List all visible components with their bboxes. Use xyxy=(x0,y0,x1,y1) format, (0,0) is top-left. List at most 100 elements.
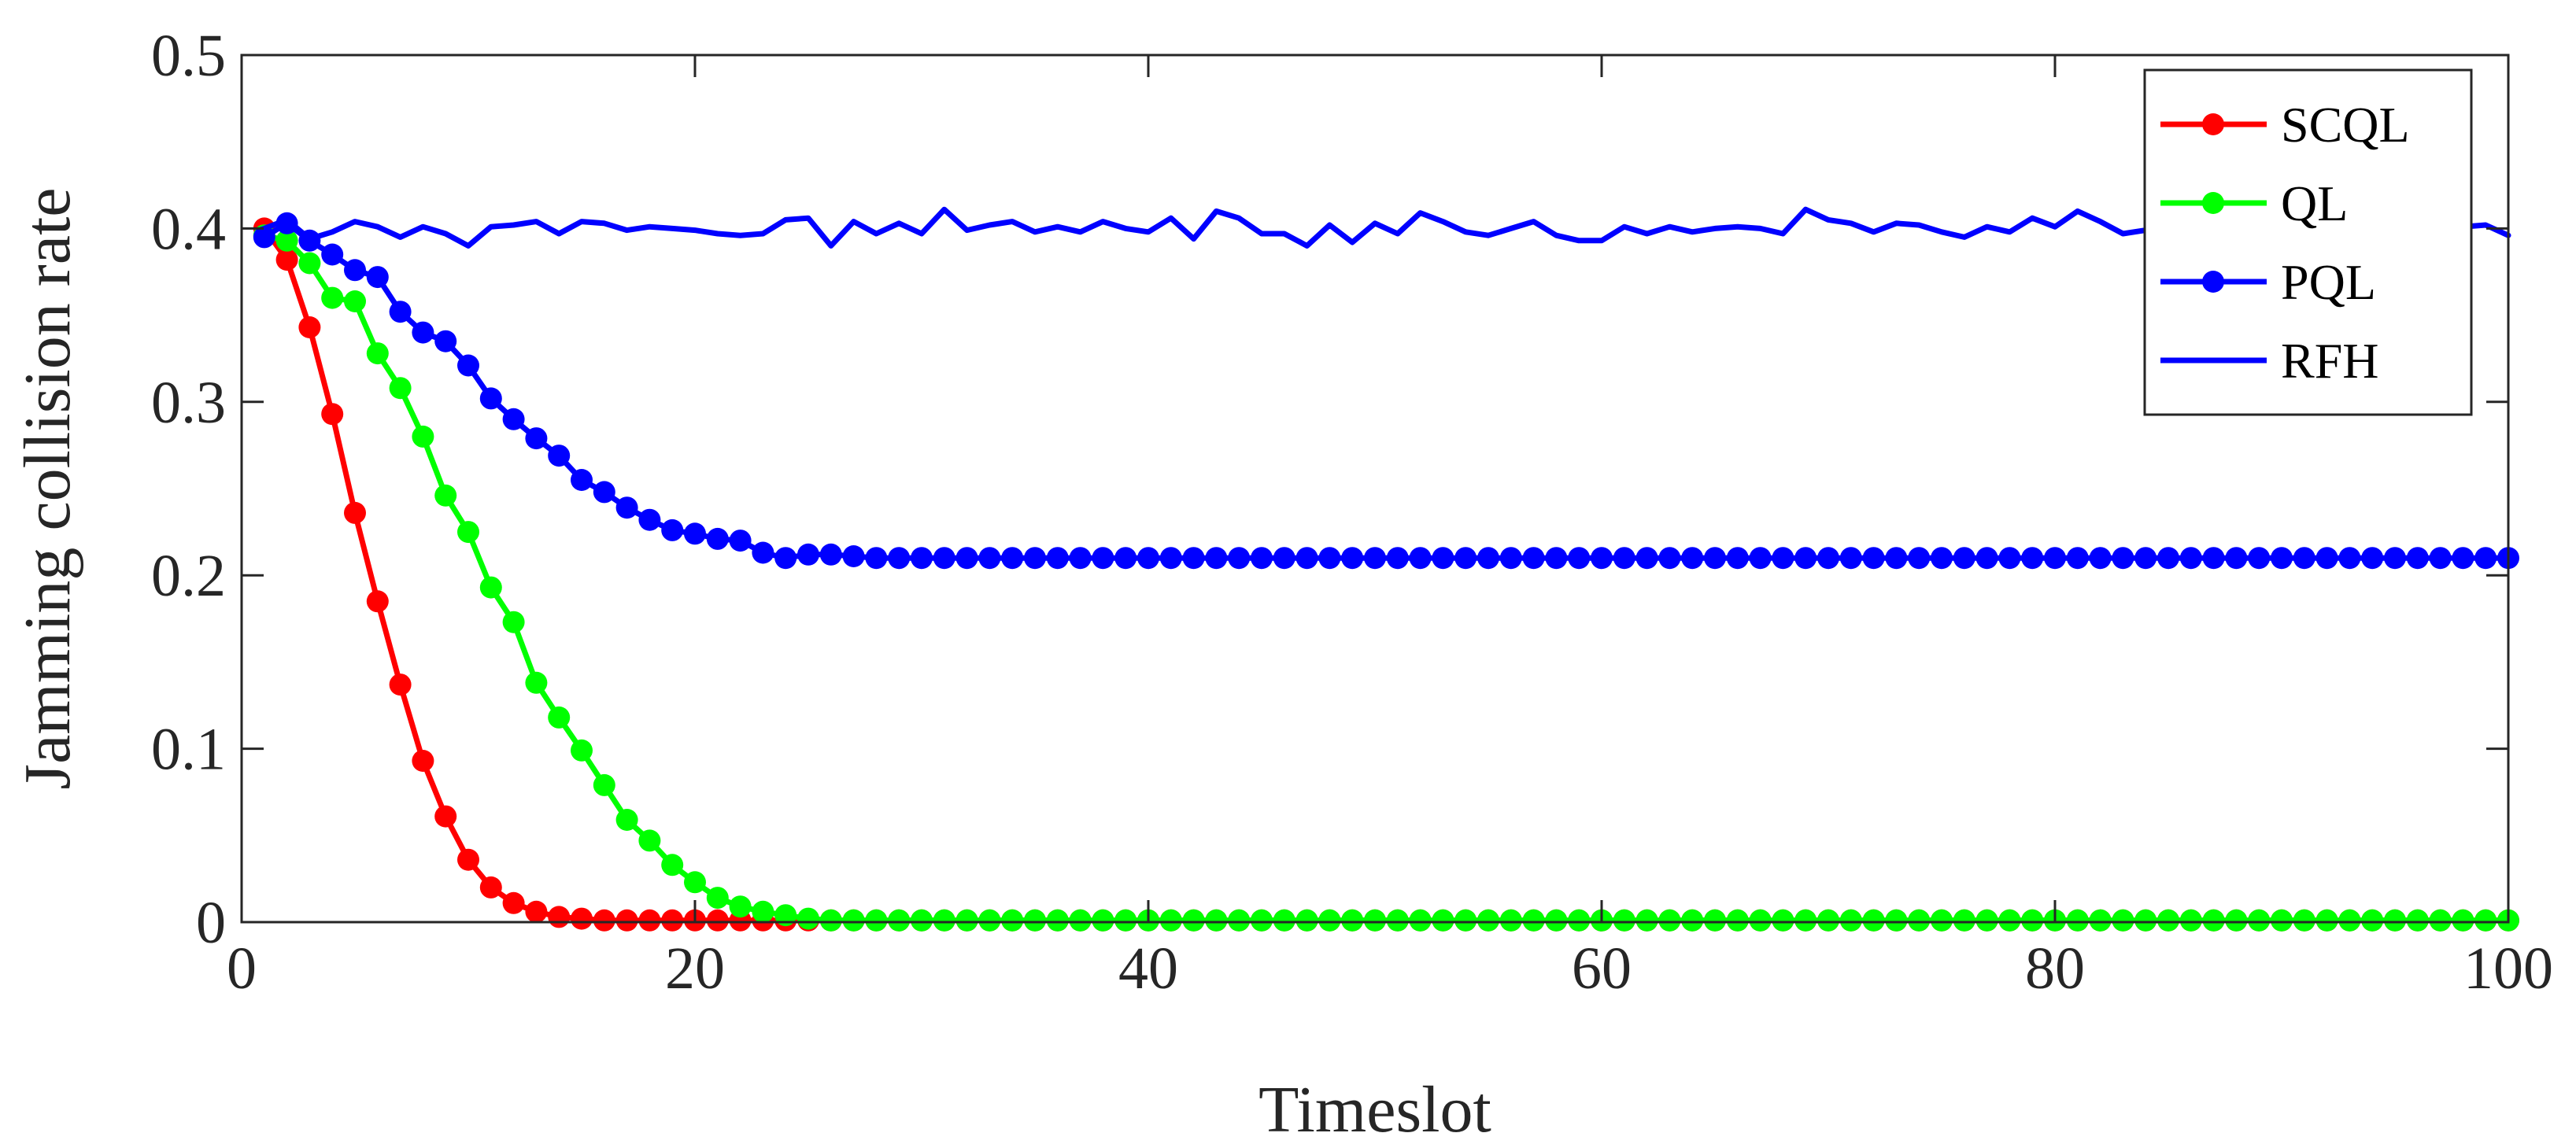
data-point-ql-49 xyxy=(1341,909,1364,932)
data-point-pql-26 xyxy=(819,543,842,566)
data-point-scql-19 xyxy=(661,909,684,932)
data-point-pql-57 xyxy=(1522,547,1545,570)
data-point-ql-92 xyxy=(2315,909,2338,932)
data-point-ql-57 xyxy=(1522,909,1545,932)
data-point-ql-71 xyxy=(1839,909,1862,932)
legend: SCQL QL PQL RFH xyxy=(2143,68,2473,416)
data-point-pql-42 xyxy=(1182,547,1205,570)
data-point-ql-54 xyxy=(1454,909,1477,932)
data-point-pql-77 xyxy=(1975,547,1998,570)
data-point-pql-24 xyxy=(774,547,797,570)
data-point-ql-14 xyxy=(548,706,571,729)
data-point-ql-82 xyxy=(2089,909,2112,932)
data-point-scql-3 xyxy=(298,316,321,338)
data-point-ql-76 xyxy=(1953,909,1975,932)
data-point-ql-64 xyxy=(1681,909,1704,932)
data-point-ql-19 xyxy=(661,854,684,876)
data-point-ql-77 xyxy=(1975,909,1998,932)
data-point-ql-46 xyxy=(1273,909,1295,932)
data-point-scql-8 xyxy=(412,750,434,772)
data-point-ql-70 xyxy=(1817,909,1839,932)
legend-entry-pql: PQL xyxy=(2160,254,2376,310)
data-point-ql-47 xyxy=(1295,909,1318,932)
data-point-scql-17 xyxy=(615,909,638,932)
data-point-ql-95 xyxy=(2384,909,2406,932)
data-point-pql-80 xyxy=(2044,547,2066,570)
y-tick-label-0: 0 xyxy=(196,890,226,956)
data-point-ql-78 xyxy=(1998,909,2021,932)
series-layer xyxy=(253,206,2519,932)
data-point-pql-65 xyxy=(1704,547,1726,570)
data-point-ql-86 xyxy=(2179,909,2202,932)
data-point-scql-5 xyxy=(344,501,366,524)
data-point-ql-41 xyxy=(1159,909,1182,932)
data-point-pql-58 xyxy=(1545,547,1568,570)
data-point-pql-53 xyxy=(1432,547,1454,570)
data-point-pql-7 xyxy=(389,301,412,323)
data-point-pql-52 xyxy=(1409,547,1432,570)
data-point-ql-89 xyxy=(2248,909,2271,932)
data-point-pql-32 xyxy=(955,547,978,570)
data-point-pql-95 xyxy=(2384,547,2406,570)
data-point-ql-36 xyxy=(1046,909,1069,932)
data-point-scql-6 xyxy=(366,590,389,613)
data-point-ql-94 xyxy=(2361,909,2384,932)
data-point-ql-6 xyxy=(366,342,389,365)
legend-label-rfh: RFH xyxy=(2281,333,2379,389)
data-point-pql-50 xyxy=(1364,547,1386,570)
data-point-ql-90 xyxy=(2271,909,2293,932)
plot-background xyxy=(242,55,2508,922)
data-point-ql-25 xyxy=(797,907,819,930)
data-point-pql-70 xyxy=(1817,547,1839,570)
data-point-pql-78 xyxy=(1998,547,2021,570)
x-tick-label-80: 80 xyxy=(2025,935,2085,1002)
data-point-pql-46 xyxy=(1273,547,1295,570)
data-point-pql-35 xyxy=(1024,547,1046,570)
data-point-ql-27 xyxy=(842,909,865,932)
data-point-ql-62 xyxy=(1635,909,1658,932)
data-point-ql-29 xyxy=(888,909,911,932)
data-point-scql-9 xyxy=(434,805,457,828)
data-point-pql-62 xyxy=(1635,547,1658,570)
data-point-pql-36 xyxy=(1046,547,1069,570)
data-point-pql-31 xyxy=(933,547,955,570)
data-point-ql-4 xyxy=(321,286,344,309)
data-point-scql-12 xyxy=(502,891,525,914)
data-point-ql-21 xyxy=(706,887,729,910)
data-point-ql-10 xyxy=(457,521,479,544)
series-ql xyxy=(253,224,2519,932)
data-point-ql-56 xyxy=(1499,909,1522,932)
legend-swatch-marker-pql xyxy=(2202,271,2224,293)
data-point-ql-38 xyxy=(1092,909,1114,932)
data-point-pql-11 xyxy=(479,387,502,410)
data-point-pql-90 xyxy=(2271,547,2293,570)
x-tick-label-100: 100 xyxy=(2463,935,2553,1002)
data-point-pql-48 xyxy=(1318,547,1341,570)
data-point-pql-45 xyxy=(1251,547,1273,570)
data-point-pql-87 xyxy=(2202,547,2225,570)
data-point-ql-15 xyxy=(571,739,593,762)
data-point-pql-18 xyxy=(638,508,661,531)
data-point-pql-59 xyxy=(1568,547,1591,570)
data-point-pql-94 xyxy=(2361,547,2384,570)
data-point-pql-1 xyxy=(253,226,275,249)
data-point-pql-12 xyxy=(502,408,525,430)
data-point-pql-91 xyxy=(2293,547,2315,570)
data-point-ql-99 xyxy=(2474,909,2497,932)
data-point-pql-84 xyxy=(2134,547,2157,570)
x-tick-label-40: 40 xyxy=(1118,935,1178,1002)
data-point-ql-3 xyxy=(298,252,321,275)
data-point-ql-9 xyxy=(434,484,457,507)
data-point-pql-92 xyxy=(2315,547,2338,570)
data-point-scql-18 xyxy=(638,909,661,932)
data-point-pql-83 xyxy=(2112,547,2134,570)
data-point-scql-15 xyxy=(571,907,593,930)
plot-frame xyxy=(240,54,2510,924)
series-line-rfh xyxy=(261,206,2511,249)
data-point-ql-30 xyxy=(911,909,933,932)
data-point-pql-89 xyxy=(2248,547,2271,570)
data-point-pql-55 xyxy=(1477,547,1499,570)
data-point-ql-35 xyxy=(1024,909,1046,932)
data-point-ql-33 xyxy=(978,909,1001,932)
data-point-pql-23 xyxy=(752,541,774,564)
